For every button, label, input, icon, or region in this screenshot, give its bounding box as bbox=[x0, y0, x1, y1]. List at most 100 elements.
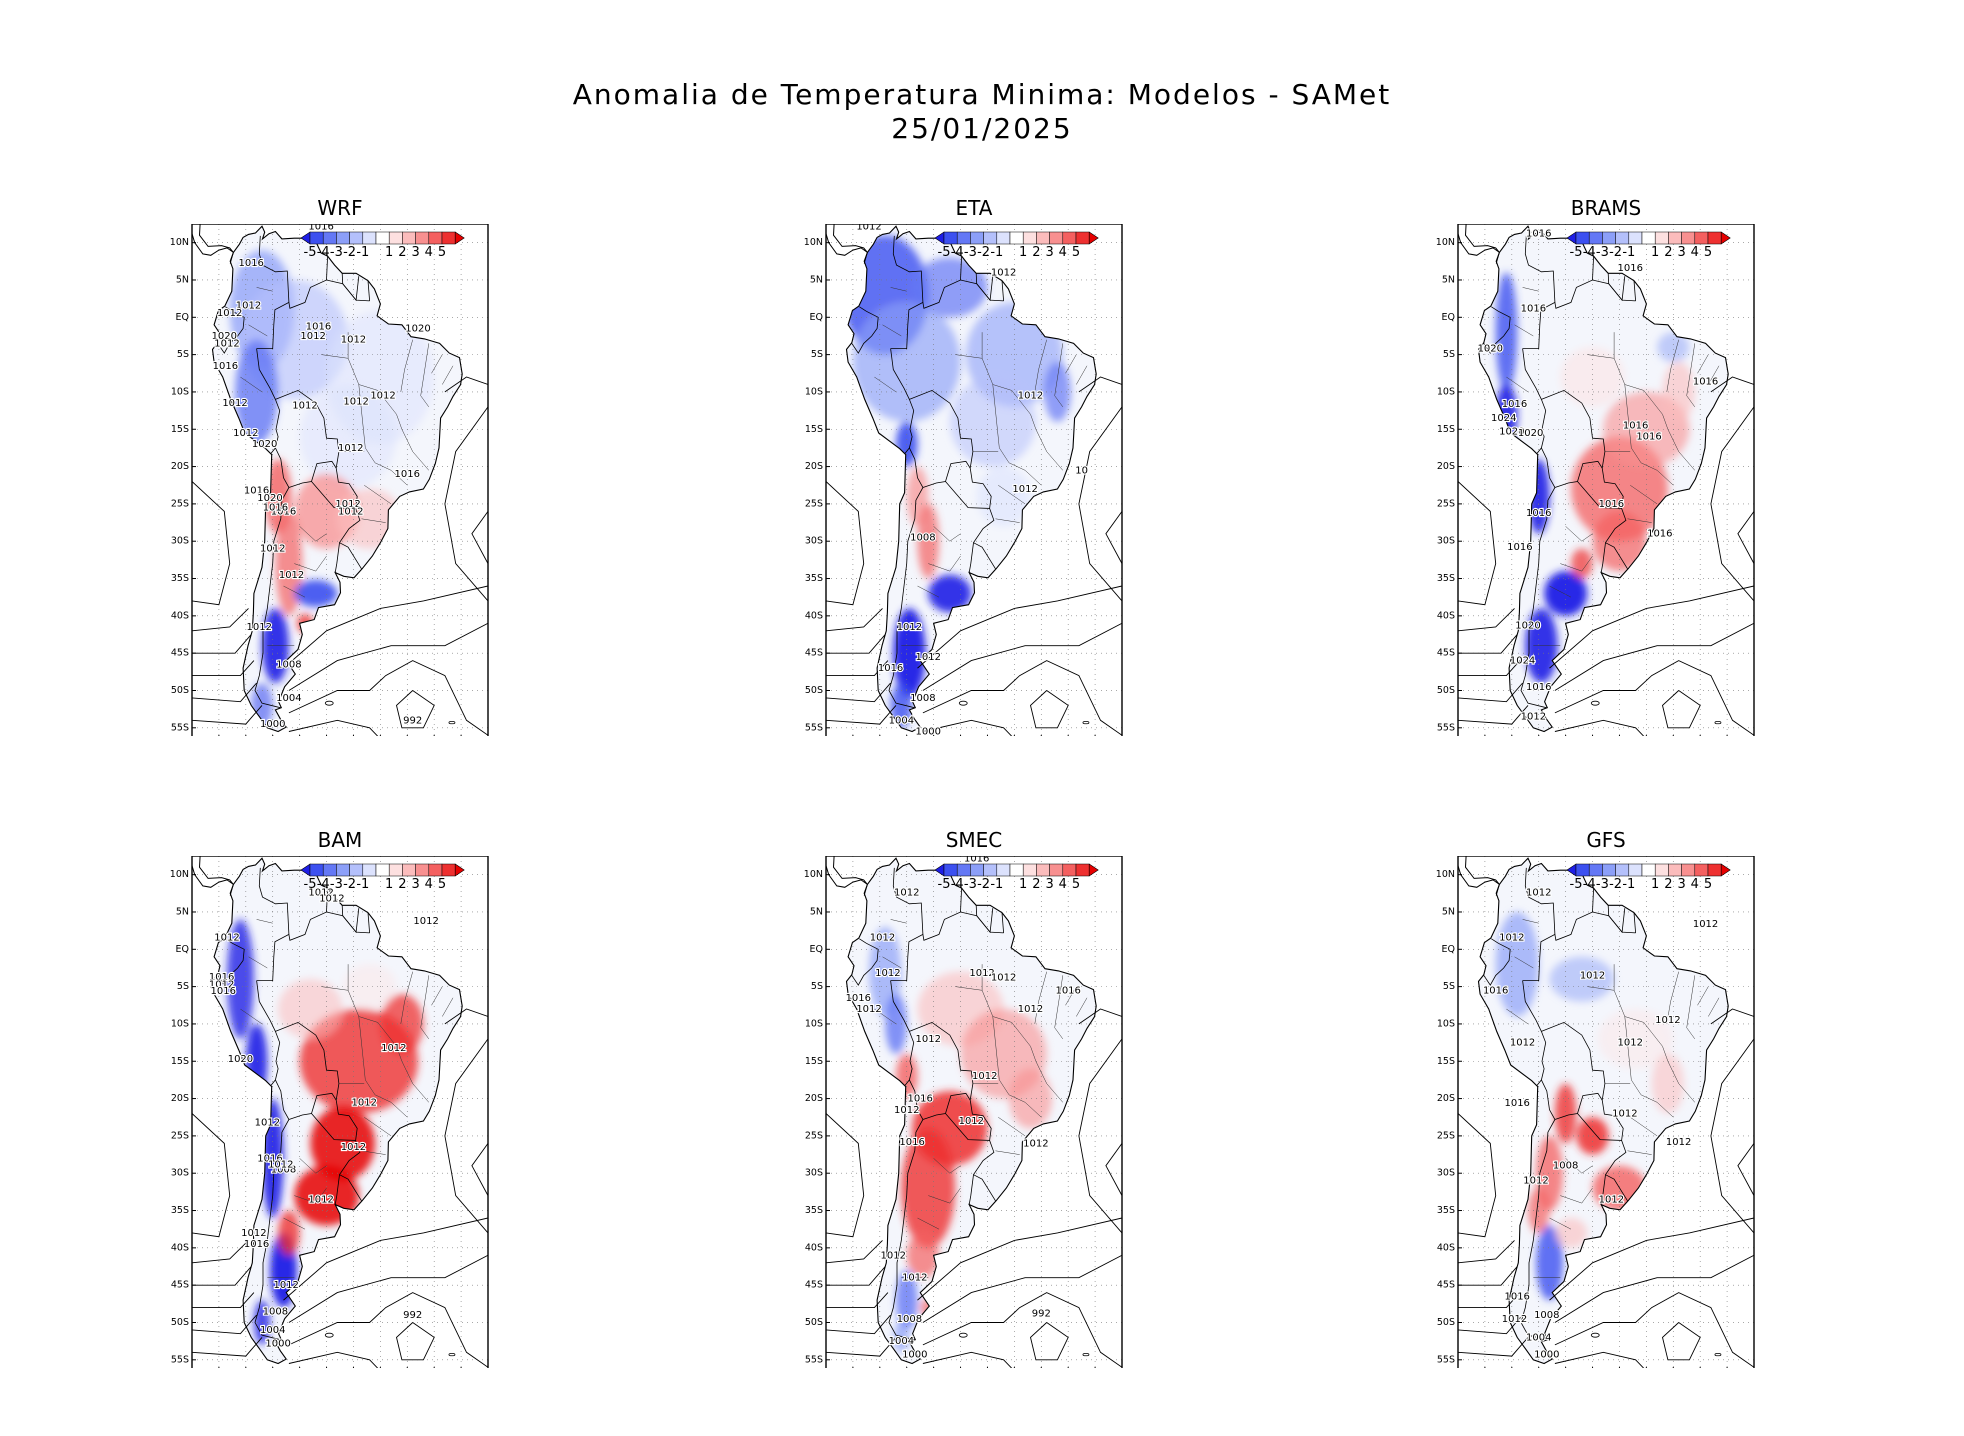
isobar-line bbox=[1458, 1240, 1515, 1264]
isobar-label: 1004 bbox=[889, 715, 914, 726]
colorbar-label: 2 bbox=[1032, 877, 1040, 892]
lat-label: 50S bbox=[171, 1317, 189, 1328]
isobar-label: 1000 bbox=[916, 727, 941, 736]
colorbar-label: -3 bbox=[964, 877, 977, 892]
isobar-line bbox=[1554, 622, 1754, 691]
figure-title: Anomalia de Temperatura Minima: Modelos … bbox=[572, 78, 1392, 111]
isobar-label: 1024 bbox=[1510, 656, 1535, 667]
panel-title: GFS bbox=[1586, 828, 1626, 852]
isobar-label: 1020 bbox=[1515, 621, 1540, 632]
lat-label: 50S bbox=[805, 1317, 823, 1328]
colorbar-swatch bbox=[309, 231, 324, 245]
isobar-label: 1012 bbox=[214, 932, 239, 943]
country-border bbox=[339, 1174, 362, 1202]
lat-label: 55S bbox=[171, 722, 189, 733]
island bbox=[958, 700, 968, 706]
isobar-label: 1016 bbox=[1504, 1098, 1529, 1109]
country-border bbox=[367, 280, 370, 301]
isobar-label: 1016 bbox=[1647, 529, 1672, 540]
state-border bbox=[890, 919, 907, 924]
isobar-line bbox=[1105, 1143, 1122, 1196]
isobar-line bbox=[826, 1240, 883, 1264]
map-frame bbox=[1457, 224, 1755, 736]
isobar-label: 1016 bbox=[308, 224, 333, 232]
isobar-label: 1012 bbox=[370, 391, 395, 402]
isobar-label: 992 bbox=[403, 715, 422, 726]
lat-label: 10S bbox=[805, 1018, 823, 1029]
colorbar-swatch bbox=[1588, 231, 1603, 245]
colorbar-label: -1 bbox=[990, 245, 1003, 260]
isobar-line bbox=[288, 1254, 488, 1323]
isobar-label: 1012 bbox=[413, 916, 438, 927]
lat-label: 20S bbox=[1437, 1093, 1455, 1104]
state-border bbox=[299, 1158, 327, 1174]
country-border bbox=[1577, 468, 1624, 509]
isobar-line bbox=[288, 719, 379, 736]
lat-label: 30S bbox=[171, 536, 189, 547]
lat-label: 5N bbox=[176, 906, 189, 917]
panel-bam: BAM 1012 1012 1012 1012 1016 1012 1016 1020 1012… bbox=[154, 828, 526, 1368]
isobar-line bbox=[192, 1240, 249, 1264]
lat-label: 10S bbox=[805, 386, 823, 397]
isobar-label: 1016 bbox=[213, 361, 238, 372]
isobar-label: 1012 bbox=[236, 300, 261, 311]
anomaly-area bbox=[1554, 1217, 1588, 1248]
isobar-line bbox=[192, 660, 255, 677]
lat-label: 45S bbox=[805, 648, 823, 659]
anomaly-area bbox=[294, 580, 338, 607]
lat-label: 10N bbox=[804, 869, 823, 880]
island bbox=[1590, 700, 1600, 706]
state-border bbox=[358, 1016, 408, 1118]
colorbar-label: -2 bbox=[343, 877, 356, 892]
isobar-label: 1012 bbox=[902, 1273, 927, 1284]
isobar-line bbox=[1030, 690, 1069, 729]
lat-label: 15S bbox=[805, 1056, 823, 1067]
isobar-line bbox=[1030, 1322, 1069, 1361]
anomaly-area bbox=[1544, 571, 1588, 616]
colorbar-swatch bbox=[441, 231, 456, 245]
colorbar-swatch bbox=[428, 231, 443, 245]
country-border bbox=[888, 487, 924, 709]
state-border bbox=[1587, 986, 1644, 1023]
colorbar-swatch bbox=[1707, 863, 1722, 877]
lat-label: 25S bbox=[171, 498, 189, 509]
lat-label: 10N bbox=[170, 869, 189, 880]
colorbar-swatch bbox=[1036, 863, 1050, 877]
colorbar-swatch bbox=[1668, 231, 1682, 245]
colorbar-right-arrow bbox=[1088, 231, 1099, 245]
isobar-line bbox=[192, 682, 257, 703]
state-border bbox=[1522, 919, 1539, 924]
country-border bbox=[1541, 389, 1606, 469]
colorbar-label: 3 bbox=[1045, 245, 1053, 260]
lat-label: 25S bbox=[1437, 498, 1455, 509]
colorbar-label: -4 bbox=[1583, 877, 1596, 892]
lat-label: 20S bbox=[171, 461, 189, 472]
isobar-label: 1012 bbox=[343, 397, 368, 408]
colorbar-swatch bbox=[336, 863, 350, 877]
isobar-label: 1008 bbox=[1534, 1310, 1559, 1321]
colorbar-swatch bbox=[375, 231, 390, 245]
isobar-label: 1008 bbox=[271, 1164, 296, 1175]
state-border bbox=[420, 343, 430, 408]
lat-label: 40S bbox=[171, 610, 189, 621]
isobar-label: 1012 bbox=[916, 652, 941, 663]
state-border bbox=[1708, 365, 1720, 385]
lat-label: 5S bbox=[811, 981, 823, 992]
state-border bbox=[1708, 997, 1720, 1017]
panel-title: BRAMS bbox=[1570, 196, 1642, 220]
country-border bbox=[909, 1079, 971, 1120]
isobar-label: 1012 bbox=[247, 622, 272, 633]
state-border bbox=[998, 484, 1026, 505]
country-border bbox=[1520, 1119, 1556, 1341]
state-border bbox=[1643, 1022, 1695, 1103]
state-border bbox=[420, 975, 430, 1040]
isobar-label: 1012 bbox=[300, 331, 325, 342]
isobar-line bbox=[1458, 1113, 1497, 1238]
isobar-label: 1012 bbox=[991, 268, 1016, 279]
island bbox=[324, 700, 334, 706]
country-border bbox=[311, 1100, 358, 1141]
anomaly-area bbox=[1657, 332, 1690, 363]
state-border bbox=[992, 384, 1042, 486]
island bbox=[1714, 1352, 1722, 1357]
lat-label: EQ bbox=[810, 312, 823, 323]
